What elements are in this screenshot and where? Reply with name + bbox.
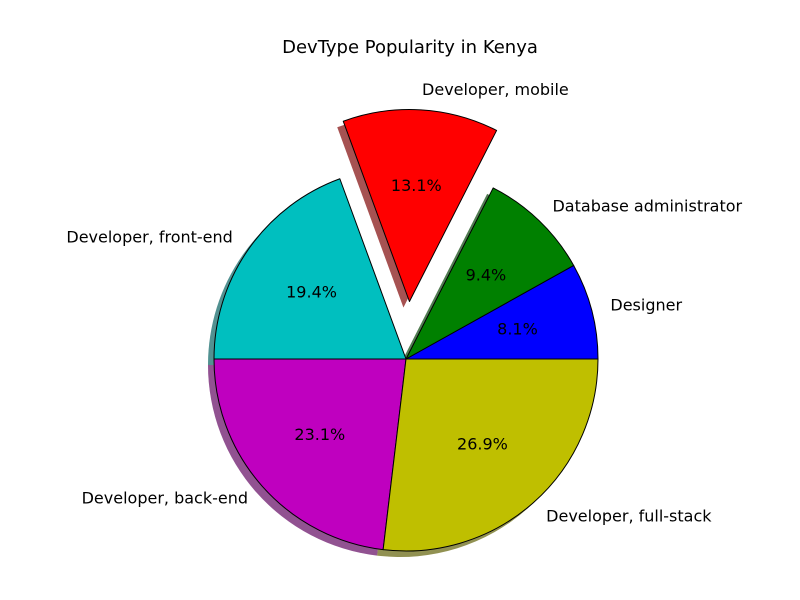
slice-developer-back-end [213, 358, 407, 551]
label-developer-full-stack: Developer, full-stack [546, 506, 712, 525]
slice-database-administrator [405, 187, 575, 360]
slice-designer [405, 264, 599, 360]
slice-labels: 8.1% Designer 9.4% Database administrator 13… [66, 80, 742, 525]
slices [213, 109, 599, 552]
slice-developer-full-stack [382, 358, 599, 552]
pct-label-developer-back-end: 23.1% [294, 425, 345, 444]
chart-title: DevType Popularity in Kenya [282, 37, 538, 58]
slice-developer-front-end [213, 178, 407, 360]
pct-label-developer-front-end: 19.4% [286, 283, 337, 302]
label-developer-mobile: Developer, mobile [422, 80, 569, 99]
pct-label-developer-full-stack: 26.9% [457, 435, 508, 454]
label-database-administrator: Database administrator [552, 196, 742, 215]
label-developer-back-end: Developer, back-end [82, 489, 248, 508]
slice-developer-mobile [342, 109, 498, 303]
pct-label-designer: 8.1% [497, 320, 538, 339]
label-designer: Designer [610, 295, 682, 314]
pct-label-database-administrator: 9.4% [466, 266, 507, 285]
pct-label-developer-mobile: 13.1% [391, 176, 442, 195]
label-developer-front-end: Developer, front-end [66, 228, 232, 247]
